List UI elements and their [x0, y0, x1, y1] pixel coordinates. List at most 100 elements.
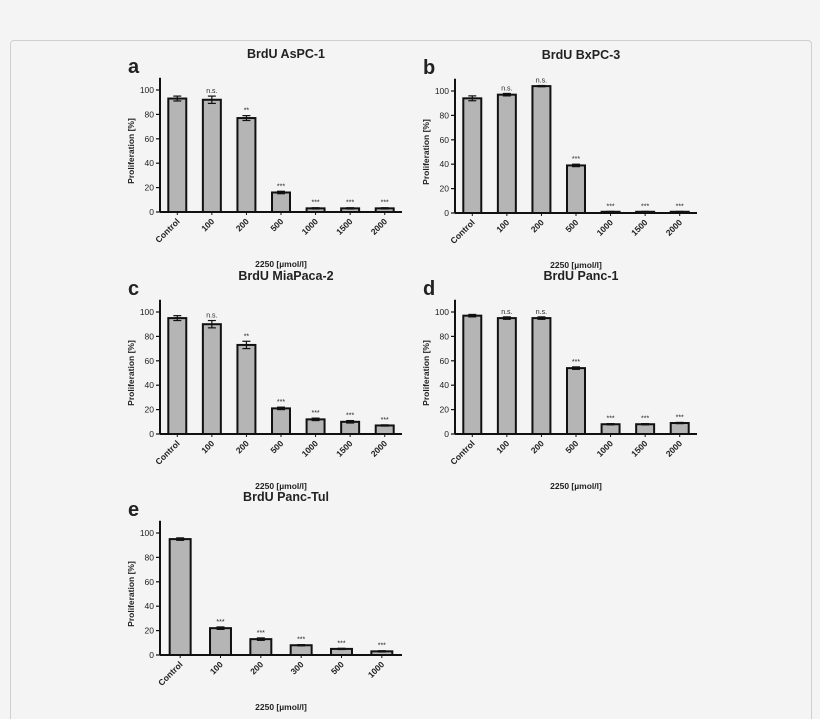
x-tick-label: Control — [448, 217, 476, 245]
significance-label: *** — [216, 619, 224, 626]
x-tick-label: 500 — [268, 216, 285, 233]
x-tick-label: 1000 — [300, 216, 321, 237]
y-tick-label: 100 — [140, 307, 154, 317]
x-axis-label: 2250 [µmol/l] — [255, 702, 307, 712]
x-tick-label: 100 — [199, 438, 216, 455]
panel-letter: d — [423, 278, 435, 300]
y-tick-label: 100 — [435, 307, 449, 317]
x-axis-label: 2250 [µmol/l] — [255, 481, 307, 491]
chart-title: BrdU Panc-1 — [543, 269, 618, 283]
significance-label: *** — [572, 359, 580, 366]
x-tick-label: 2000 — [369, 216, 390, 237]
bar — [305, 418, 326, 435]
y-axis-label: Proliferation [%] — [126, 340, 136, 406]
bar — [462, 314, 483, 435]
bar — [340, 420, 361, 435]
y-tick-label: 100 — [435, 86, 449, 96]
x-tick-label: 1500 — [334, 438, 355, 459]
y-tick-label: 80 — [145, 552, 155, 562]
y-tick-label: 40 — [145, 380, 155, 390]
significance-label: n.s. — [501, 309, 512, 316]
panel-letter: a — [128, 56, 140, 78]
chart-title: BrdU MiaPaca-2 — [238, 269, 333, 283]
panel-d: d BrdU Panc-1 0 20 40 60 80 100 Proliferation [%… — [421, 269, 697, 491]
y-tick-label: 40 — [440, 380, 450, 390]
y-tick-label: 40 — [440, 159, 450, 169]
y-axis-label: Proliferation [%] — [126, 118, 136, 184]
bar — [600, 423, 621, 435]
significance-label: *** — [676, 203, 684, 210]
bar — [496, 317, 517, 436]
y-tick-label: 60 — [145, 577, 155, 587]
bar — [201, 323, 222, 436]
y-tick-label: 40 — [145, 158, 155, 168]
y-tick-label: 0 — [149, 207, 154, 217]
significance-label: *** — [311, 410, 319, 417]
significance-label: *** — [676, 414, 684, 421]
y-tick-label: 60 — [440, 135, 450, 145]
significance-label: *** — [311, 200, 319, 207]
x-axis-label: 2250 [µmol/l] — [550, 481, 602, 491]
y-tick-label: 60 — [145, 356, 155, 366]
bar — [271, 407, 291, 436]
significance-label: ** — [244, 108, 250, 115]
y-tick-label: 0 — [444, 429, 449, 439]
significance-label: *** — [346, 200, 354, 207]
significance-label: n.s. — [501, 85, 512, 92]
significance-label: n.s. — [536, 309, 547, 316]
significance-label: *** — [337, 640, 345, 647]
x-tick-label: 500 — [563, 438, 580, 455]
x-tick-label: 100 — [494, 217, 511, 234]
panel-a: a BrdU AsPC-1 0 20 40 60 80 100 Proliferation [%… — [126, 47, 402, 269]
significance-label: *** — [378, 643, 386, 650]
x-tick-label: 1000 — [366, 659, 387, 680]
bar — [374, 424, 395, 435]
significance-label: *** — [277, 399, 285, 406]
significance-label: *** — [641, 203, 649, 210]
y-tick-label: 40 — [145, 601, 155, 611]
y-tick-label: 0 — [149, 429, 154, 439]
y-tick-label: 80 — [145, 331, 155, 341]
x-tick-label: Control — [448, 438, 476, 466]
y-tick-label: 20 — [145, 405, 155, 415]
x-tick-label: 200 — [529, 217, 546, 234]
significance-label: *** — [297, 637, 305, 644]
significance-label: *** — [606, 416, 614, 423]
bar — [289, 644, 313, 656]
panel-e: e BrdU Panc-Tul 0 20 40 60 80 100 Proliferation … — [126, 490, 402, 712]
bar — [209, 627, 232, 656]
significance-label: *** — [346, 413, 354, 420]
bar — [167, 97, 188, 213]
bar — [249, 638, 273, 657]
bar — [201, 98, 222, 213]
x-axis-label: 2250 [µmol/l] — [255, 259, 307, 269]
bar — [531, 317, 552, 436]
y-axis-label: Proliferation [%] — [126, 561, 136, 627]
x-tick-label: Control — [153, 438, 181, 466]
y-tick-label: 20 — [440, 184, 450, 194]
significance-label: *** — [641, 416, 649, 423]
x-tick-label: 2000 — [664, 217, 685, 238]
bar — [669, 422, 690, 435]
y-tick-label: 100 — [140, 85, 154, 95]
x-tick-label: 200 — [234, 438, 251, 455]
x-tick-label: 1500 — [629, 438, 650, 459]
y-tick-label: 20 — [145, 626, 155, 636]
bar — [462, 97, 483, 214]
y-tick-label: 60 — [440, 356, 450, 366]
x-tick-label: 200 — [248, 659, 265, 676]
figure-frame — [10, 40, 812, 719]
x-tick-label: 300 — [288, 659, 305, 676]
significance-label: *** — [606, 203, 614, 210]
bar — [271, 191, 291, 213]
x-tick-label: 1000 — [595, 217, 616, 238]
y-axis-label: Proliferation [%] — [421, 340, 431, 406]
significance-label: *** — [277, 183, 285, 190]
bar — [496, 93, 517, 214]
x-axis-label: 2250 [µmol/l] — [550, 260, 602, 270]
bar — [566, 367, 586, 435]
bar — [236, 343, 257, 435]
chart-title: BrdU Panc-Tul — [243, 490, 329, 504]
x-tick-label: 500 — [563, 217, 580, 234]
